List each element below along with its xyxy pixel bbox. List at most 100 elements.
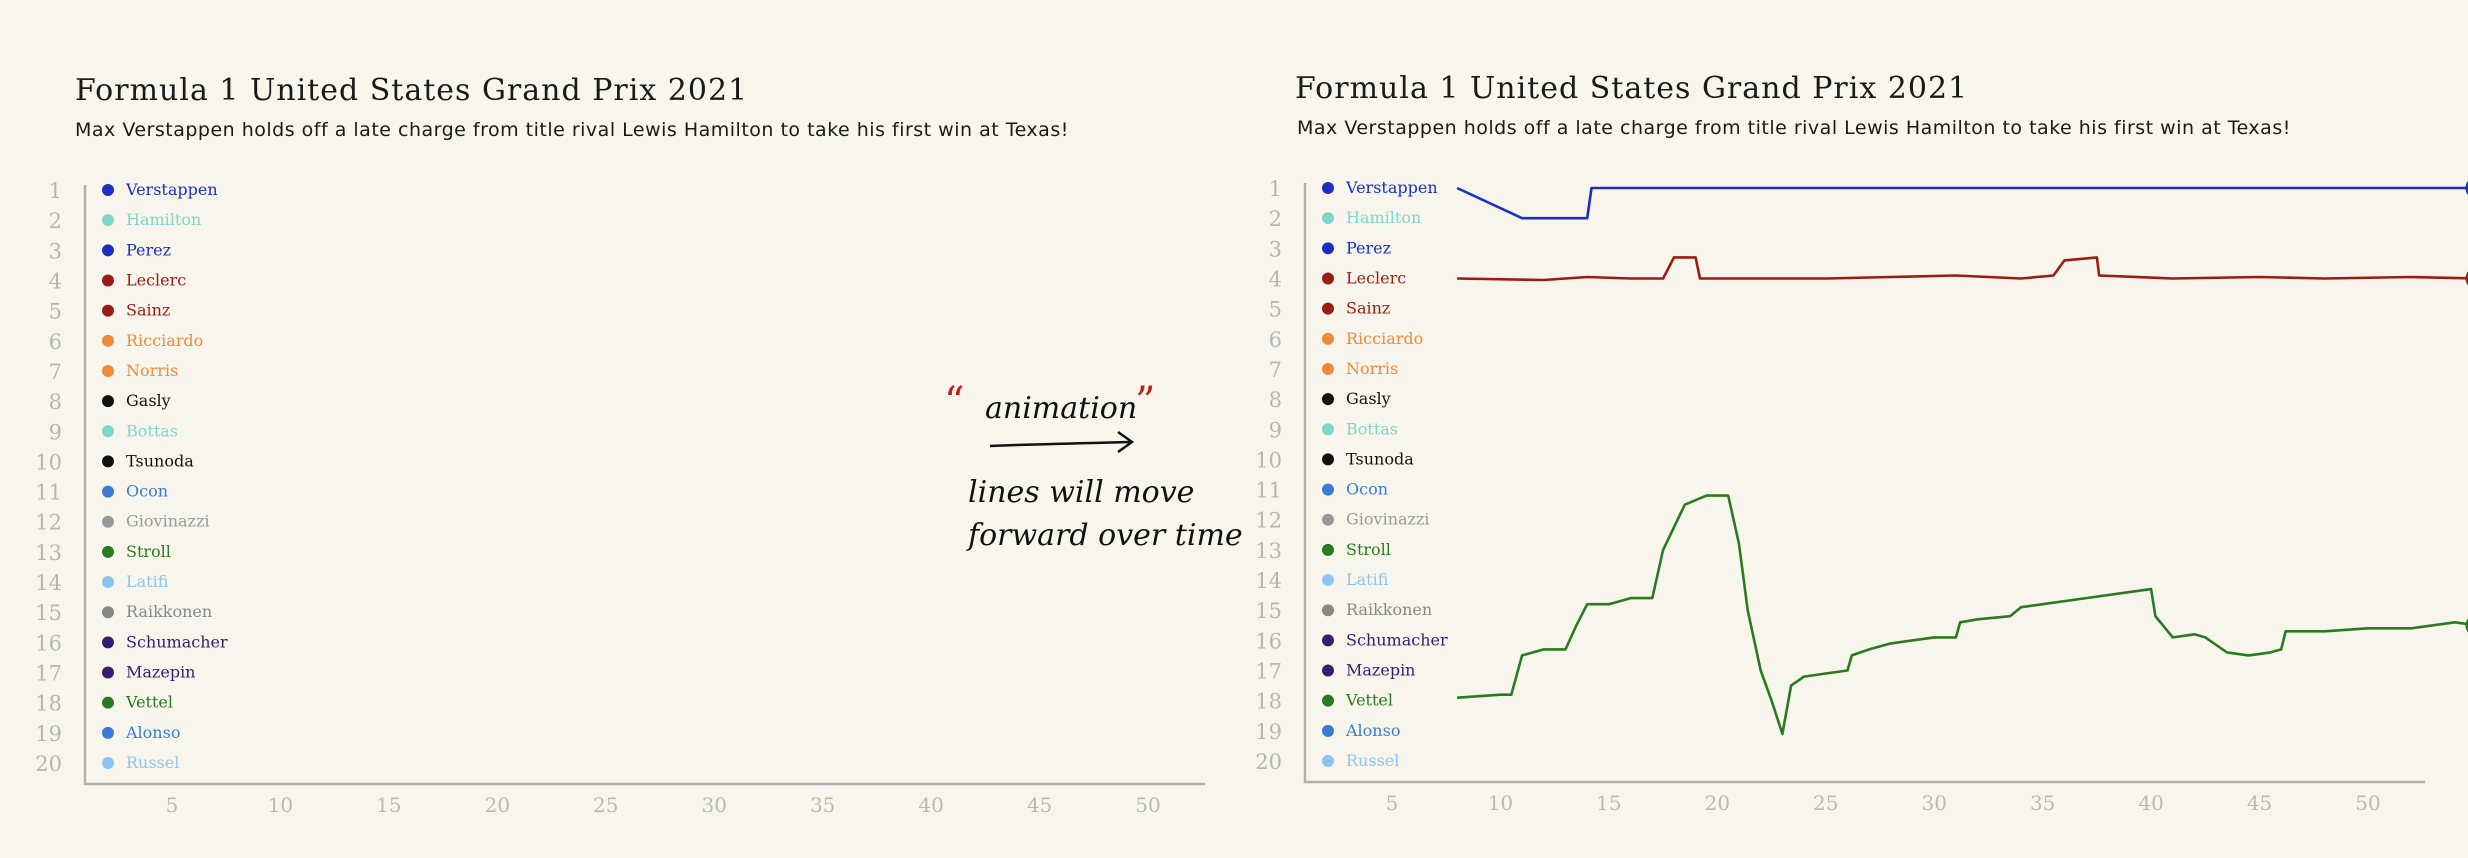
driver-label: Russel bbox=[1346, 751, 1399, 770]
driver-dot bbox=[1322, 483, 1334, 496]
driver-dot bbox=[102, 274, 114, 287]
driver-dot bbox=[1322, 724, 1334, 737]
lap-tick-label: 45 bbox=[2247, 791, 2272, 815]
rank-tick-label: 5 bbox=[49, 300, 62, 324]
rank-tick-label: 2 bbox=[49, 209, 62, 233]
panel-right: Formula 1 United States Grand Prix 2021 … bbox=[1255, 71, 2468, 815]
lap-tick-label: 50 bbox=[2355, 791, 2380, 815]
driver-label: Alonso bbox=[125, 723, 180, 742]
driver-legend: Verstappen Hamilton Perez Leclerc Sainz Ricci… bbox=[102, 180, 228, 772]
driver-label: Mazepin bbox=[1346, 661, 1415, 680]
rank-tick-label: 7 bbox=[49, 360, 62, 384]
driver-label: Bottas bbox=[126, 421, 178, 440]
rank-tick-label: 3 bbox=[49, 239, 62, 263]
rank-tick-label: 9 bbox=[49, 420, 62, 444]
lap-tick-label: 20 bbox=[485, 793, 510, 817]
driver-label: Norris bbox=[126, 361, 178, 380]
driver-label: Latifi bbox=[126, 572, 169, 591]
driver-label: Hamilton bbox=[126, 210, 201, 229]
driver-label: Sainz bbox=[1346, 299, 1390, 318]
driver-label: Schumacher bbox=[126, 632, 228, 651]
lap-tick-label: 35 bbox=[810, 793, 835, 817]
rank-tick-label: 10 bbox=[35, 450, 62, 474]
driver-label: Perez bbox=[126, 240, 171, 259]
driver-label: Alonso bbox=[1345, 721, 1400, 740]
rank-tick-label: 1 bbox=[1269, 177, 1282, 201]
rank-tick-label: 11 bbox=[1255, 479, 1282, 503]
rank-tick-label: 7 bbox=[1269, 358, 1282, 382]
driver-legend: Verstappen Hamilton Perez Leclerc Sainz Ricci… bbox=[1322, 178, 1448, 770]
driver-dot bbox=[1322, 543, 1334, 556]
lap-tick-label: 50 bbox=[1135, 793, 1160, 817]
lap-axis: 5 10 15 20 25 30 35 40 45 50 bbox=[166, 793, 1161, 817]
driver-dot bbox=[1322, 423, 1334, 436]
driver-dot bbox=[102, 726, 114, 739]
panel-title: Formula 1 United States Grand Prix 2021 bbox=[1295, 71, 1968, 106]
series-endpoint bbox=[2465, 271, 2468, 286]
driver-dot bbox=[102, 485, 114, 498]
driver-label: Bottas bbox=[1346, 419, 1398, 438]
rank-tick-label: 19 bbox=[1255, 720, 1282, 744]
lap-tick-label: 30 bbox=[701, 793, 726, 817]
rank-tick-label: 17 bbox=[1255, 660, 1282, 684]
rank-tick-label: 20 bbox=[1255, 750, 1282, 774]
series-line bbox=[1457, 494, 2468, 736]
lap-tick-label: 20 bbox=[1705, 791, 1730, 815]
driver-label: Tsunoda bbox=[126, 451, 194, 470]
lap-tick-label: 40 bbox=[918, 793, 943, 817]
quote-open-icon: “ bbox=[944, 379, 964, 425]
series-line bbox=[1457, 256, 2468, 282]
series-line bbox=[1456, 186, 2468, 220]
driver-dot bbox=[102, 757, 114, 769]
driver-dot bbox=[102, 606, 114, 619]
series-endpoint bbox=[2465, 618, 2468, 633]
annotation-label: animation bbox=[985, 391, 1137, 426]
lap-tick-label: 25 bbox=[1813, 791, 1838, 815]
driver-dot bbox=[1322, 755, 1334, 767]
driver-dot bbox=[102, 244, 114, 257]
driver-label: Ricciardo bbox=[1346, 329, 1423, 348]
driver-dot bbox=[102, 666, 114, 679]
animation-annotation: “ animation ” lines will move forward ov… bbox=[944, 379, 1243, 553]
panel-subtitle: Max Verstappen holds off a late charge f… bbox=[1297, 117, 2291, 139]
driver-dot bbox=[1322, 362, 1334, 375]
driver-dot bbox=[102, 425, 114, 438]
chart-axes bbox=[1303, 183, 2425, 784]
driver-label: Hamilton bbox=[1346, 208, 1421, 227]
rank-tick-label: 4 bbox=[49, 269, 62, 293]
driver-label: Norris bbox=[1346, 359, 1398, 378]
lap-tick-label: 25 bbox=[593, 793, 618, 817]
driver-dot bbox=[102, 515, 114, 528]
driver-label: Mazepin bbox=[126, 663, 195, 682]
rank-tick-label: 13 bbox=[35, 541, 62, 565]
rank-tick-label: 18 bbox=[1255, 690, 1282, 714]
rank-tick-label: 1 bbox=[49, 179, 62, 203]
rank-tick-label: 6 bbox=[1269, 328, 1282, 352]
arrow-head-icon bbox=[1117, 430, 1135, 454]
driver-dot bbox=[102, 545, 114, 558]
driver-dot bbox=[102, 184, 114, 196]
rank-tick-label: 15 bbox=[1255, 599, 1282, 623]
driver-dot bbox=[1322, 513, 1334, 526]
panel-subtitle: Max Verstappen holds off a late charge f… bbox=[75, 119, 1069, 141]
driver-dot bbox=[1322, 634, 1334, 647]
lap-tick-label: 40 bbox=[2138, 791, 2163, 815]
rank-tick-label: 3 bbox=[1269, 237, 1282, 261]
rank-tick-label: 4 bbox=[1269, 267, 1282, 291]
driver-label: Raikkonen bbox=[1346, 600, 1432, 619]
rank-tick-label: 13 bbox=[1255, 539, 1282, 563]
lap-tick-label: 10 bbox=[1488, 791, 1513, 815]
lap-tick-label: 15 bbox=[1596, 791, 1621, 815]
driver-label: Vettel bbox=[1345, 691, 1393, 710]
lap-axis: 5 10 15 20 25 30 35 40 45 50 bbox=[1386, 791, 2381, 815]
arrow-right-icon bbox=[989, 440, 1131, 448]
driver-label: Giovinazzi bbox=[1346, 510, 1430, 529]
rank-tick-label: 6 bbox=[49, 330, 62, 354]
driver-label: Leclerc bbox=[1346, 268, 1406, 287]
driver-label: Tsunoda bbox=[1346, 449, 1414, 468]
rank-tick-label: 8 bbox=[1269, 388, 1282, 412]
position-lines bbox=[1456, 180, 2468, 736]
driver-dot bbox=[102, 455, 114, 468]
driver-label: Perez bbox=[1346, 238, 1391, 257]
lap-tick-label: 45 bbox=[1027, 793, 1052, 817]
